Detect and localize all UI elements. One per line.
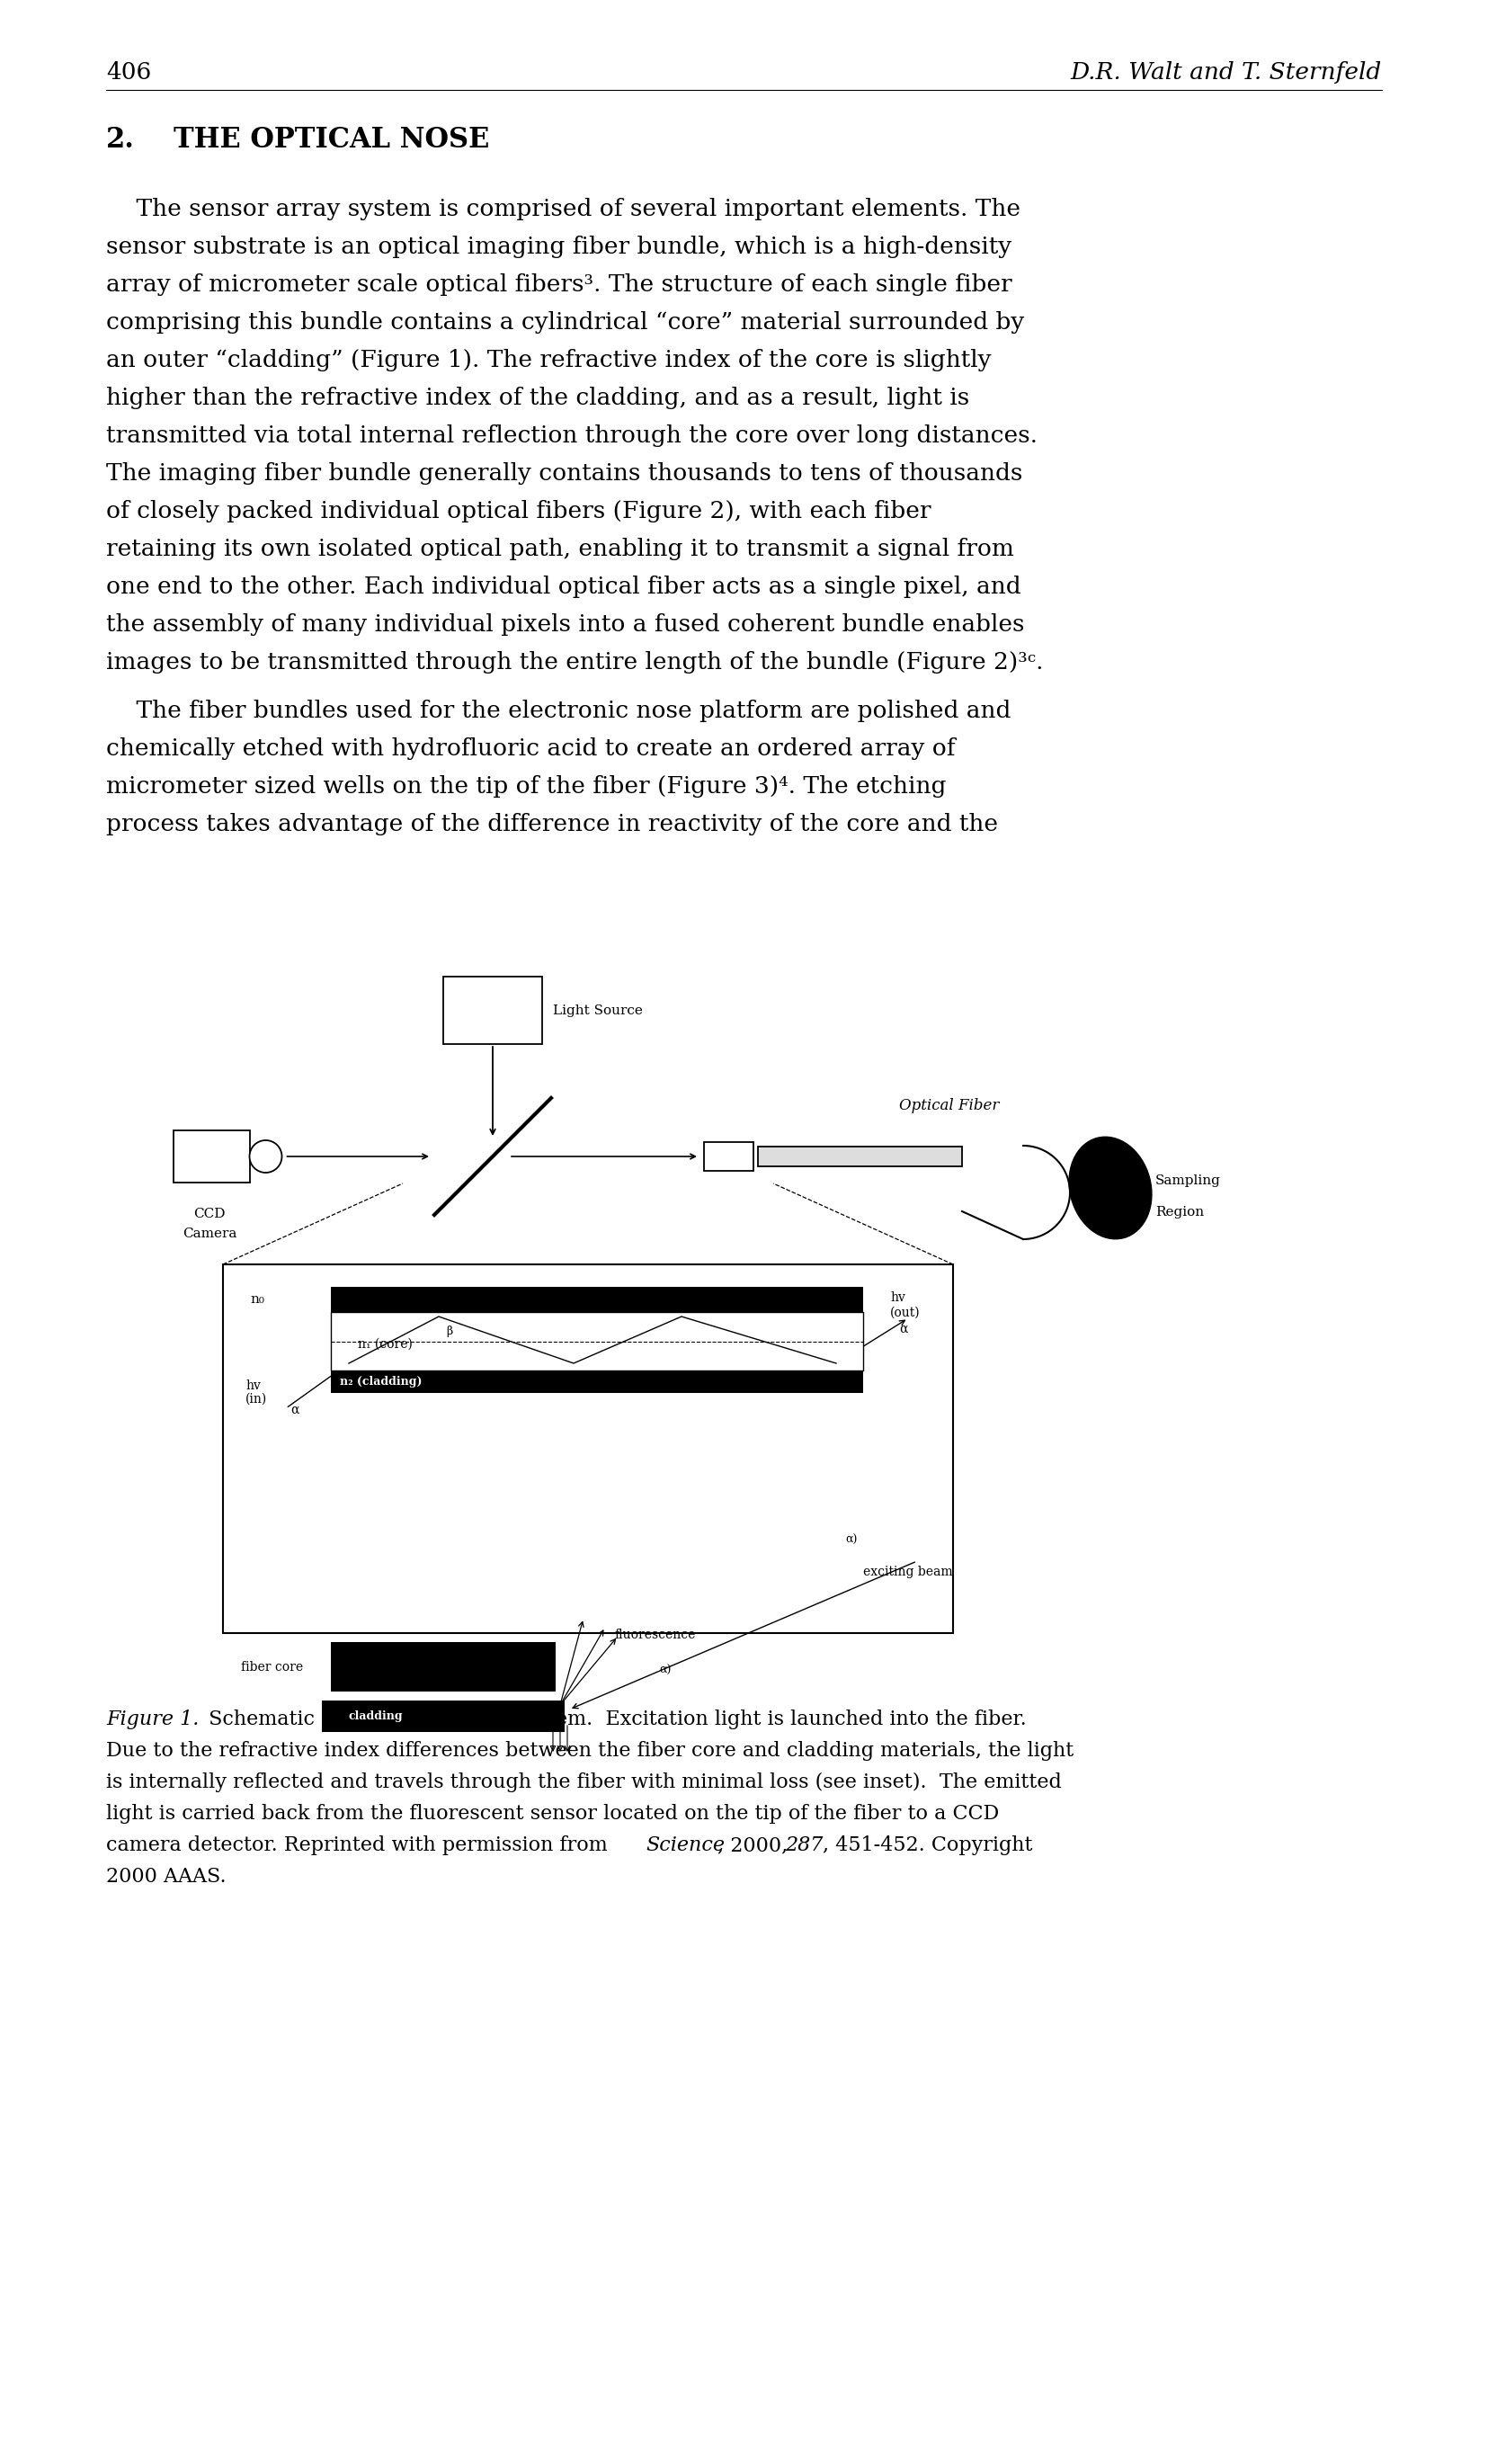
Text: camera detector. Reprinted with permission from: camera detector. Reprinted with permissi… [106, 1836, 615, 1855]
Bar [443, 976, 542, 1045]
Text: comprising this bundle contains a cylindrical “core” material surrounded by: comprising this bundle contains a cylind… [106, 310, 1024, 333]
Text: n₂ (cladding): n₂ (cladding) [339, 1375, 423, 1387]
Text: is internally reflected and travels through the fiber with minimal loss (see ins: is internally reflected and travels thro… [106, 1772, 1062, 1791]
Text: The sensor array system is comprised of several important elements. The: The sensor array system is comprised of … [106, 197, 1021, 219]
Text: images to be transmitted through the entire length of the bundle (Figure 2)³ᶜ.: images to be transmitted through the ent… [106, 650, 1043, 673]
Text: exciting beam: exciting beam [863, 1565, 952, 1579]
Text: Optical Fiber: Optical Fiber [899, 1099, 1000, 1114]
Text: array of micrometer scale optical fibers³. The structure of each single fiber: array of micrometer scale optical fibers… [106, 274, 1012, 296]
Text: Due to the refractive index differences between the fiber core and cladding mate: Due to the refractive index differences … [106, 1742, 1074, 1762]
Text: (out): (out) [890, 1306, 921, 1318]
Bar [330, 1641, 555, 1690]
Text: β: β [446, 1326, 452, 1338]
Circle shape [250, 1141, 281, 1173]
Text: THE OPTICAL NOSE: THE OPTICAL NOSE [174, 126, 490, 153]
Text: Camera: Camera [183, 1227, 237, 1239]
Text: , 451-452. Copyright: , 451-452. Copyright [823, 1836, 1033, 1855]
Text: 287: 287 [784, 1836, 823, 1855]
Text: an outer “cladding” (Figure 1). The refractive index of the core is slightly: an outer “cladding” (Figure 1). The refr… [106, 350, 991, 372]
Bar [321, 1700, 564, 1732]
Bar [330, 1370, 863, 1392]
Text: α): α) [659, 1666, 671, 1676]
Text: CCD: CCD [193, 1207, 226, 1220]
Text: Figure 1.: Figure 1. [106, 1710, 199, 1730]
Text: higher than the refractive index of the cladding, and as a result, light is: higher than the refractive index of the … [106, 387, 970, 409]
Bar [223, 1264, 952, 1634]
Ellipse shape [1068, 1136, 1152, 1239]
Text: Science: Science [646, 1836, 725, 1855]
Text: D.R. Walt and T. Sternfeld: D.R. Walt and T. Sternfeld [1070, 62, 1382, 84]
Text: retaining its own isolated optical path, enabling it to transmit a signal from: retaining its own isolated optical path,… [106, 537, 1013, 559]
Text: transmitted via total internal reflection through the core over long distances.: transmitted via total internal reflectio… [106, 424, 1037, 446]
Text: hv: hv [246, 1380, 260, 1392]
Text: of closely packed individual optical fibers (Figure 2), with each fiber: of closely packed individual optical fib… [106, 500, 931, 522]
Text: 2000 AAAS.: 2000 AAAS. [106, 1868, 226, 1887]
Bar [757, 1146, 963, 1165]
Bar [330, 1311, 863, 1370]
Bar [704, 1143, 753, 1170]
Bar [330, 1286, 863, 1311]
Text: sensor substrate is an optical imaging fiber bundle, which is a high-density: sensor substrate is an optical imaging f… [106, 237, 1012, 259]
Text: chemically etched with hydrofluoric acid to create an ordered array of: chemically etched with hydrofluoric acid… [106, 737, 955, 759]
Text: Light Source: Light Source [554, 1003, 643, 1018]
Text: The fiber bundles used for the electronic nose platform are polished and: The fiber bundles used for the electroni… [106, 700, 1010, 722]
Text: process takes advantage of the difference in reactivity of the core and the: process takes advantage of the differenc… [106, 813, 998, 835]
Text: hv: hv [890, 1291, 905, 1303]
Text: , 2000,: , 2000, [717, 1836, 795, 1855]
Text: The imaging fiber bundle generally contains thousands to tens of thousands: The imaging fiber bundle generally conta… [106, 463, 1022, 485]
Text: the assembly of many individual pixels into a fused coherent bundle enables: the assembly of many individual pixels i… [106, 614, 1025, 636]
Text: fiber core: fiber core [241, 1661, 304, 1673]
Text: α: α [290, 1404, 299, 1417]
Text: α): α) [845, 1535, 857, 1545]
Text: n₀: n₀ [250, 1294, 265, 1306]
Text: one end to the other. Each individual optical fiber acts as a single pixel, and: one end to the other. Each individual op… [106, 577, 1021, 599]
Bar [173, 1131, 250, 1183]
Text: fluorescence: fluorescence [615, 1629, 695, 1641]
Text: light is carried back from the fluorescent sensor located on the tip of the fibe: light is carried back from the fluoresce… [106, 1804, 998, 1823]
Text: micrometer sized wells on the tip of the fiber (Figure 3)⁴. The etching: micrometer sized wells on the tip of the… [106, 776, 946, 798]
Text: Region: Region [1155, 1205, 1204, 1220]
Text: α: α [899, 1323, 908, 1335]
Text: cladding: cladding [348, 1710, 403, 1722]
Text: (in): (in) [246, 1392, 268, 1404]
Text: 406: 406 [106, 62, 152, 84]
Text: n₁ (core): n₁ (core) [357, 1338, 412, 1350]
Text: Sampling: Sampling [1155, 1175, 1220, 1188]
Text: Schematic of the optical fiber system.  Excitation light is launched into the fi: Schematic of the optical fiber system. E… [202, 1710, 1027, 1730]
Text: 2.: 2. [106, 126, 135, 153]
